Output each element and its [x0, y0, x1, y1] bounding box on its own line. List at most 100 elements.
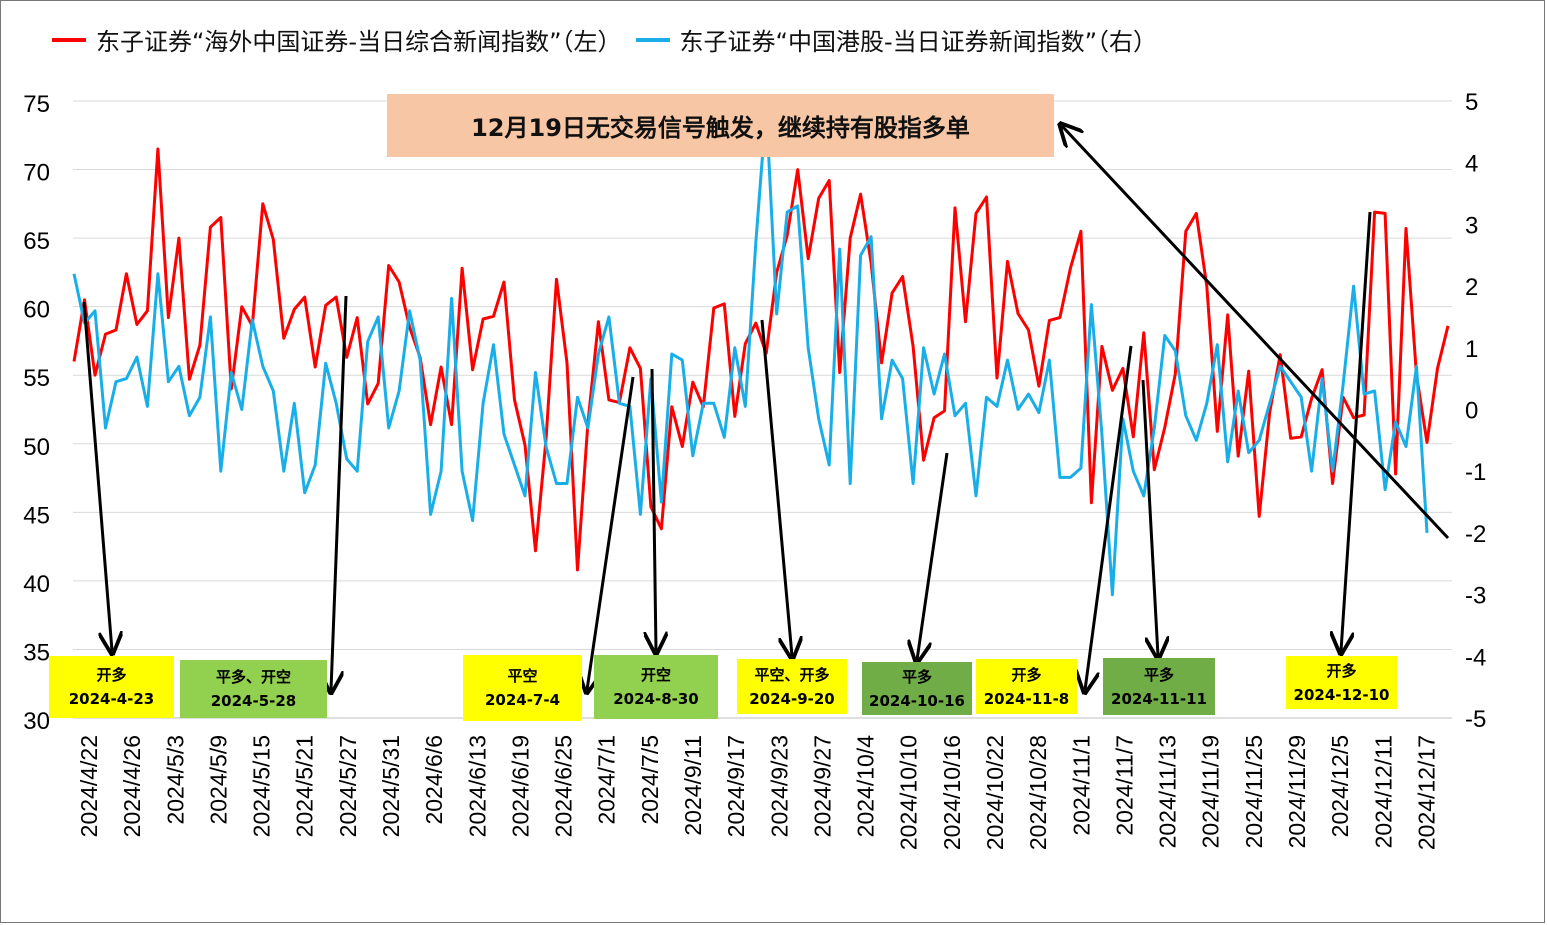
y-left-tick-label: 65 [23, 228, 50, 255]
y-left-tick-label: 30 [23, 708, 50, 735]
signal-action: 平多 [1143, 665, 1174, 684]
x-tick-label: 2024/10/22 [982, 735, 1008, 850]
x-tick-label: 2024/11/1 [1068, 735, 1094, 836]
signal-action: 平多 [901, 667, 932, 686]
y-right-tick-label: -3 [1465, 583, 1486, 610]
x-tick-label: 2024/10/4 [853, 735, 879, 838]
x-tick-label: 2024/12/5 [1327, 735, 1353, 837]
signal-box: 平空 2024-7-4 [463, 655, 582, 721]
x-tick-label: 2024/7/5 [637, 735, 663, 825]
y-left-tick-label: 40 [23, 571, 50, 598]
y-right-tick-label: -1 [1465, 459, 1486, 486]
x-tick-label: 2024/6/25 [551, 735, 577, 837]
signal-action: 开空 [640, 666, 671, 684]
y-right-tick-label: 5 [1465, 89, 1478, 116]
signal-action: 开多 [1326, 661, 1357, 680]
x-tick-label: 2024/11/13 [1155, 735, 1181, 848]
signal-box: 平空、开多 2024-9-20 [737, 659, 847, 714]
annotation-arrow [917, 452, 949, 660]
y-left-tick-label: 50 [23, 434, 50, 461]
signal-action: 平空、开多 [754, 665, 830, 684]
y-right-tick-label: 2 [1465, 274, 1478, 301]
annotation-arrow [331, 295, 348, 690]
x-tick-label: 2024/6/19 [507, 735, 533, 837]
x-tick-label: 2024/9/11 [680, 735, 706, 836]
series-line-left [72, 147, 1450, 572]
x-tick-label: 2024/5/27 [335, 735, 361, 837]
x-tick-label: 2024/4/22 [76, 735, 102, 837]
y-right-tick-label: 3 [1465, 212, 1478, 239]
x-tick-label: 2024/10/16 [939, 735, 965, 850]
signal-action: 开多 [96, 666, 127, 684]
annotation-arrow [1341, 211, 1372, 651]
legend-swatch-red [52, 37, 86, 42]
signal-action: 平多、开空 [215, 668, 291, 686]
signal-date: 2024-7-4 [484, 691, 561, 709]
signal-box: 平多 2024-11-11 [1103, 658, 1215, 715]
signal-date: 2024-4-23 [68, 690, 155, 708]
x-tick-label: 2024/11/19 [1198, 735, 1224, 848]
x-tick-label: 2024/12/11 [1370, 735, 1396, 848]
x-tick-label: 2024/9/17 [723, 735, 749, 837]
annotation-arrow [587, 376, 635, 690]
signal-box: 开多 2024-12-10 [1286, 656, 1397, 709]
x-tick-label: 2024/9/23 [766, 735, 792, 837]
y-left-tick-label: 60 [23, 297, 50, 324]
x-tick-label: 2024/11/7 [1111, 735, 1137, 836]
y-right-tick-label: 0 [1465, 398, 1478, 425]
x-tick-label: 2024/5/15 [249, 735, 275, 837]
y-left-tick-label: 70 [23, 160, 50, 187]
x-tick-label: 2024/5/9 [205, 735, 231, 825]
series-line-right [72, 105, 1429, 597]
x-tick-label: 2024/11/29 [1284, 735, 1310, 848]
x-tick-label: 2024/4/26 [119, 735, 145, 837]
signal-action: 平空 [507, 667, 538, 685]
y-left-tick-label: 45 [23, 502, 50, 529]
legend-label-left-series: 东子证券“海外中国证券-当日综合新闻指数”（左） [96, 28, 622, 56]
signal-date: 2024-12-10 [1293, 685, 1390, 704]
x-tick-label: 2024/7/1 [594, 735, 620, 825]
callout-box: 12月19日无交易信号触发，继续持有股指多单 [387, 94, 1054, 157]
y-right-tick-label: -5 [1465, 706, 1486, 733]
annotation-arrow [1141, 379, 1158, 656]
chart-legend: 东子证券“海外中国证券-当日综合新闻指数”（左） 东子证券“中国港股-当日证券新… [52, 22, 1157, 57]
x-tick-label: 2024/5/21 [292, 735, 318, 837]
legend-label-right-series: 东子证券“中国港股-当日证券新闻指数”（右） [679, 28, 1158, 56]
y-left-tick-label: 75 [23, 91, 50, 118]
signal-box: 开多 2024-4-23 [49, 656, 174, 718]
y-right-tick-label: -4 [1465, 644, 1486, 671]
legend-swatch-blue [635, 37, 670, 42]
signal-date: 2024-10-16 [869, 691, 965, 710]
x-tick-label: 2024/12/17 [1413, 735, 1439, 850]
x-tick-label: 2024/6/6 [421, 735, 447, 825]
x-tick-label: 2024/5/3 [162, 735, 188, 825]
y-left-tick-label: 35 [23, 639, 50, 666]
signal-box: 平多、开空 2024-5-28 [180, 660, 327, 718]
signal-date: 2024-8-30 [613, 690, 699, 708]
y-right-tick-label: 4 [1465, 151, 1478, 178]
signal-action: 开多 [1011, 665, 1042, 684]
x-tick-label: 2024/10/10 [896, 735, 922, 850]
annotation-arrow [82, 301, 112, 651]
x-tick-label: 2024/5/31 [378, 735, 404, 837]
y-right-tick-label: -2 [1465, 521, 1486, 548]
signal-box: 开多 2024-11-8 [976, 659, 1077, 714]
signal-box: 开空 2024-8-30 [594, 655, 718, 719]
signal-date: 2024-9-20 [749, 689, 835, 708]
annotation-arrow [760, 319, 792, 656]
signal-box: 平多 2024-10-16 [862, 662, 972, 715]
x-tick-label: 2024/10/28 [1025, 735, 1051, 850]
x-tick-label: 2024/11/25 [1241, 735, 1267, 848]
signal-date: 2024-5-28 [210, 692, 297, 710]
annotation-arrow [652, 368, 656, 651]
annotation-arrow [1085, 345, 1133, 690]
annotation-arrow [1062, 126, 1450, 540]
signal-date: 2024-11-8 [983, 689, 1070, 708]
y-left-tick-label: 55 [23, 365, 50, 392]
y-right-tick-label: 1 [1465, 336, 1478, 363]
x-tick-label: 2024/6/13 [464, 735, 490, 837]
signal-date: 2024-11-11 [1111, 689, 1207, 708]
x-tick-label: 2024/9/27 [809, 735, 835, 837]
